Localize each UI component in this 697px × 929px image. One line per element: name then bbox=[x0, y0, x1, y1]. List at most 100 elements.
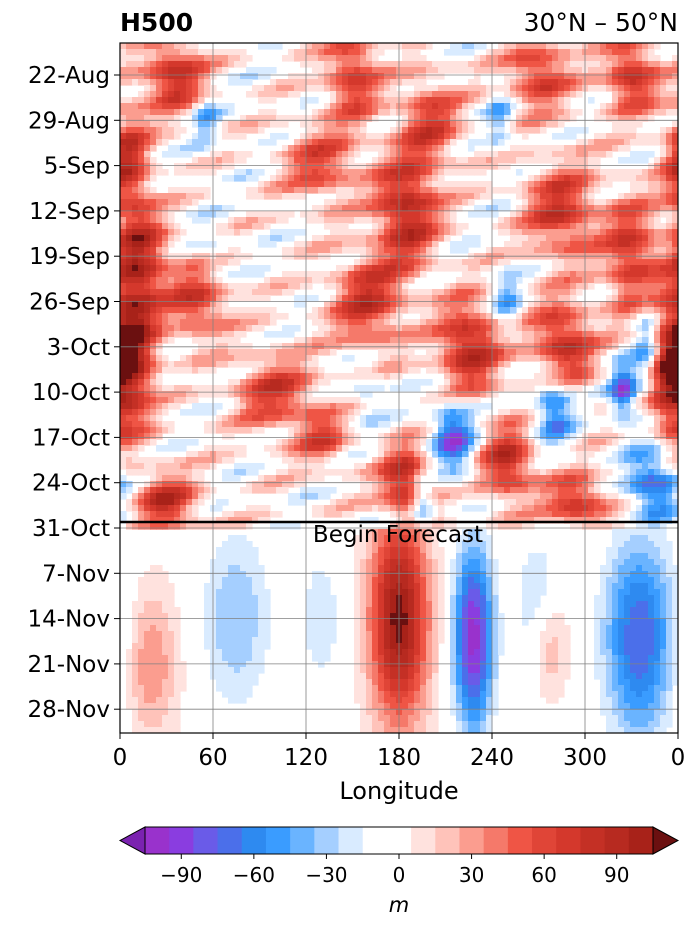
anomaly-cell bbox=[306, 79, 313, 86]
anomaly-cell bbox=[642, 271, 649, 278]
anomaly-cell bbox=[552, 211, 559, 218]
anomaly-cell bbox=[282, 247, 289, 254]
anomaly-cell bbox=[402, 271, 409, 278]
anomaly-cell bbox=[498, 349, 505, 356]
anomaly-cell bbox=[288, 349, 295, 356]
anomaly-cell bbox=[480, 43, 487, 50]
anomaly-cell bbox=[162, 211, 169, 218]
anomaly-cell bbox=[282, 277, 289, 284]
anomaly-cell bbox=[384, 373, 391, 380]
anomaly-cell bbox=[258, 109, 265, 116]
anomaly-cell bbox=[336, 331, 343, 338]
anomaly-cell bbox=[408, 265, 415, 272]
anomaly-cell bbox=[504, 241, 511, 248]
anomaly-cell bbox=[408, 67, 415, 74]
anomaly-cell bbox=[306, 379, 313, 386]
anomaly-cell bbox=[330, 73, 337, 80]
anomaly-cell bbox=[150, 127, 157, 134]
anomaly-cell bbox=[156, 97, 163, 104]
anomaly-cell bbox=[654, 55, 661, 62]
anomaly-cell bbox=[186, 79, 193, 86]
anomaly-cell bbox=[150, 235, 157, 242]
anomaly-cell bbox=[252, 283, 259, 290]
anomaly-cell bbox=[138, 187, 145, 194]
anomaly-cell bbox=[360, 187, 367, 194]
anomaly-cell bbox=[342, 187, 349, 194]
anomaly-cell bbox=[378, 319, 385, 326]
anomaly-cell bbox=[420, 205, 427, 212]
anomaly-cell bbox=[432, 397, 439, 404]
anomaly-cell bbox=[312, 85, 319, 92]
anomaly-cell bbox=[390, 325, 397, 332]
anomaly-cell bbox=[588, 247, 595, 254]
anomaly-cell bbox=[450, 307, 457, 314]
anomaly-cell bbox=[282, 343, 289, 350]
anomaly-cell bbox=[342, 343, 349, 350]
anomaly-cell bbox=[150, 73, 157, 80]
anomaly-cell bbox=[174, 73, 181, 80]
anomaly-cell bbox=[150, 145, 157, 152]
anomaly-cell bbox=[156, 397, 163, 404]
anomaly-cell bbox=[168, 277, 175, 284]
anomaly-cell bbox=[144, 277, 151, 284]
anomaly-cell bbox=[630, 157, 637, 164]
anomaly-cell bbox=[618, 79, 625, 86]
anomaly-cell bbox=[432, 415, 439, 422]
anomaly-cell bbox=[630, 283, 637, 290]
anomaly-cell bbox=[174, 361, 181, 368]
anomaly-cell bbox=[330, 301, 337, 308]
anomaly-cell bbox=[600, 61, 607, 68]
anomaly-cell bbox=[186, 385, 193, 392]
anomaly-cell bbox=[144, 73, 151, 80]
anomaly-cell bbox=[162, 325, 169, 332]
anomaly-cell bbox=[120, 415, 127, 422]
anomaly-cell bbox=[534, 61, 541, 68]
anomaly-cell bbox=[312, 73, 319, 80]
anomaly-cell bbox=[378, 97, 385, 104]
anomaly-cell bbox=[192, 187, 199, 194]
anomaly-cell bbox=[150, 283, 157, 290]
anomaly-cell bbox=[492, 67, 499, 74]
anomaly-cell bbox=[408, 109, 415, 116]
anomaly-cell bbox=[360, 301, 367, 308]
anomaly-cell bbox=[486, 259, 493, 266]
anomaly-cell bbox=[618, 97, 625, 104]
anomaly-cell bbox=[558, 187, 565, 194]
anomaly-cell bbox=[360, 331, 367, 338]
anomaly-cell bbox=[318, 169, 325, 176]
anomaly-cell bbox=[138, 121, 145, 128]
anomaly-cell bbox=[324, 211, 331, 218]
anomaly-cell bbox=[432, 259, 439, 266]
anomaly-cell bbox=[564, 289, 571, 296]
anomaly-cell bbox=[264, 319, 271, 326]
anomaly-cell bbox=[186, 55, 193, 62]
anomaly-cell bbox=[462, 373, 469, 380]
anomaly-cell bbox=[630, 61, 637, 68]
anomaly-cell bbox=[672, 283, 678, 290]
anomaly-cell bbox=[282, 379, 289, 386]
anomaly-cell bbox=[258, 421, 265, 428]
anomaly-cell bbox=[372, 211, 379, 218]
anomaly-cell bbox=[342, 241, 349, 248]
anomaly-cell bbox=[132, 313, 139, 320]
anomaly-cell bbox=[648, 133, 655, 140]
anomaly-cell bbox=[612, 103, 619, 110]
anomaly-cell bbox=[336, 199, 343, 206]
anomaly-cell bbox=[540, 349, 547, 356]
anomaly-cell bbox=[360, 235, 367, 242]
anomaly-cell bbox=[432, 391, 439, 398]
anomaly-cell bbox=[504, 295, 511, 302]
anomaly-cell bbox=[456, 361, 463, 368]
anomaly-cell bbox=[612, 337, 619, 344]
anomaly-cell bbox=[198, 325, 205, 332]
anomaly-cell bbox=[510, 55, 517, 62]
anomaly-cell bbox=[642, 211, 649, 218]
anomaly-cell bbox=[306, 445, 313, 452]
anomaly-cell bbox=[120, 427, 127, 434]
anomaly-cell bbox=[198, 337, 205, 344]
anomaly-cell bbox=[252, 121, 259, 128]
anomaly-cell bbox=[666, 175, 673, 182]
anomaly-cell bbox=[168, 385, 175, 392]
anomaly-cell bbox=[270, 115, 277, 122]
anomaly-cell bbox=[360, 181, 367, 188]
